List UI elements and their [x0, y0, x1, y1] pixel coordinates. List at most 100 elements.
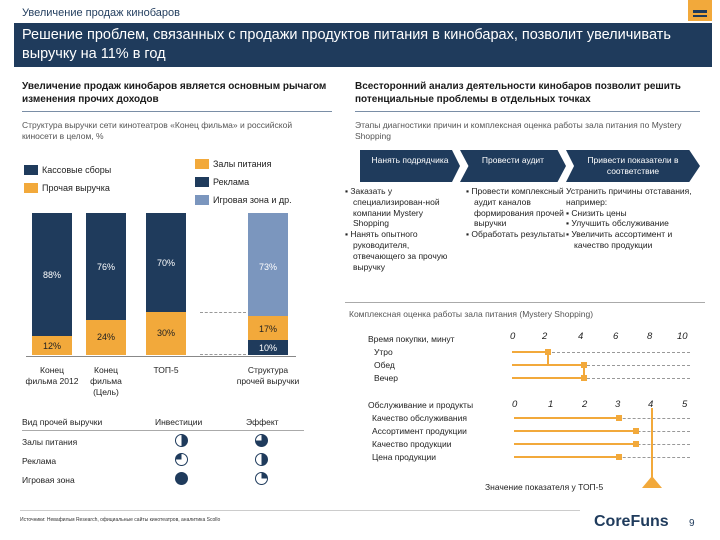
harvey-ball-half-icon — [175, 434, 188, 447]
legend-swatch-ads — [195, 177, 209, 187]
table-col-effect: Эффект — [246, 417, 279, 427]
g2-bar-service — [514, 417, 619, 419]
step-1-details: ▪ Заказать у специализирован-ной компани… — [345, 186, 448, 272]
g1-tick-8: 8 — [647, 331, 653, 342]
table-row-ads: Реклама — [22, 456, 57, 466]
category-c3: ТОП-5 — [153, 365, 179, 375]
bar-c4-ads — [248, 340, 288, 355]
step-3-bullet-3: Увеличить ассортимент и качество продукц… — [571, 229, 673, 250]
g2-marker-quality — [633, 441, 639, 447]
table-row-games: Игровая зона — [22, 475, 75, 485]
step-3-bullet-1: Снизить цены — [571, 207, 627, 218]
slide-title: Решение проблем, связанных с продажи про… — [14, 23, 712, 67]
harvey-ball-full-icon — [175, 472, 188, 485]
g2-tick-0: 0 — [512, 399, 518, 410]
label-c4-bottom: 10% — [258, 343, 277, 353]
legend-swatch-box-office — [24, 165, 38, 175]
top5-marker-icon — [642, 476, 662, 488]
table-col-invest: Инвестиции — [155, 417, 203, 427]
legend-swatch-other — [24, 183, 38, 193]
step-2-bullet-2: Обработать результаты — [471, 229, 565, 240]
g1-marker-evening — [581, 375, 587, 381]
bar-c3-box-office — [146, 213, 186, 312]
right-divider — [355, 111, 700, 112]
step-3-chevron: Привести показатели в соответствие — [566, 150, 700, 182]
source-note: Источники: Невафильм Research, официальн… — [20, 517, 221, 523]
step-3-title: Привести показатели в соответствие — [587, 155, 679, 176]
step-2-chevron: Провести аудит — [460, 150, 566, 182]
eval-title: Комплексная оценка работы зала питания (… — [349, 309, 594, 319]
bar-c1-box-office — [32, 213, 72, 336]
g2-tick-5: 5 — [682, 399, 688, 410]
g1-tick-6: 6 — [613, 331, 619, 342]
brand-logo: CoreFuns — [594, 513, 669, 530]
g2-bar-assortment — [514, 430, 636, 432]
footer-divider — [20, 510, 580, 511]
g2-tick-3: 3 — [615, 399, 621, 410]
step-2-title: Провести аудит — [481, 155, 545, 165]
step-3-bullet-2: Улучшить обслуживание — [571, 218, 669, 229]
g1-row-line-3 — [512, 378, 690, 379]
g1-tick-10: 10 — [677, 331, 688, 342]
legend-games: Игровая зона и др. — [213, 195, 292, 205]
g1-connector-2 — [583, 365, 585, 378]
legend-ads: Реклама — [213, 177, 250, 187]
g1-tick-4: 4 — [578, 331, 584, 342]
label-c4-mid: 17% — [258, 324, 277, 334]
group1-row-evening: Вечер — [374, 373, 398, 383]
chart-baseline — [26, 356, 296, 357]
legend-other-revenue: Прочая выручка — [42, 183, 110, 193]
eval-divider — [345, 302, 705, 303]
g2-marker-service — [616, 415, 622, 421]
right-heading: Всесторонний анализ деятельности кинобар… — [355, 81, 681, 105]
table-row-food: Залы питания — [22, 437, 78, 447]
g2-marker-assortment — [633, 428, 639, 434]
g1-bar-lunch — [512, 364, 584, 366]
g1-row-line-1 — [512, 352, 690, 353]
legend-box-office: Кассовые сборы — [42, 165, 112, 175]
group1-row-lunch: Обед — [374, 360, 395, 370]
g1-tick-2: 2 — [542, 331, 548, 342]
step-3-intro: Устранить причины отставания, например: — [566, 186, 692, 207]
top5-reference-line — [651, 408, 653, 478]
g1-bar-morning — [512, 351, 548, 353]
bar-c3-other — [146, 312, 186, 355]
step-2-bullet-1: Провести комплексный аудит каналов форми… — [471, 186, 564, 229]
label-c1-bottom: 12% — [42, 341, 61, 351]
step-1-bullet-2: Нанять опытного руководителя, отвечающег… — [350, 229, 448, 272]
group1-title: Время покупки, минут — [368, 334, 455, 344]
label-c3-top: 70% — [156, 258, 175, 268]
group2-row-quality: Качество продукции — [372, 439, 452, 449]
bar-c1-other — [32, 336, 72, 355]
label-c3-bottom: 30% — [156, 328, 175, 338]
g1-tick-0: 0 — [510, 331, 516, 342]
step-1-chevron: Нанять подрядчика — [360, 150, 460, 182]
g2-bar-price — [514, 456, 619, 458]
group2-row-price: Цена продукции — [372, 452, 436, 462]
corner-logo-icon — [688, 0, 712, 21]
label-c1-top: 88% — [42, 270, 61, 280]
table-divider — [22, 430, 304, 431]
group2-row-assortment: Ассортимент продукции — [372, 426, 467, 436]
g2-tick-1: 1 — [548, 399, 554, 410]
g2-tick-4: 4 — [648, 399, 654, 410]
step-2-details: ▪ Провести комплексный аудит каналов фор… — [466, 186, 565, 240]
group1-row-morning: Утро — [374, 347, 393, 357]
g2-tick-2: 2 — [582, 399, 588, 410]
group2-title: Обслуживание и продукты — [368, 400, 474, 410]
bar-c2-other — [86, 320, 126, 355]
g1-row-line-2 — [512, 365, 690, 366]
left-subtitle: Структура выручки сети кинотеатров «Коне… — [22, 120, 293, 141]
bar-c4-food — [248, 316, 288, 340]
section-label: Увеличение продаж кинобаров — [22, 7, 180, 19]
label-c2-top: 76% — [96, 262, 115, 272]
left-divider — [22, 111, 332, 112]
g1-connector-1 — [547, 352, 549, 365]
connector-line-bottom — [200, 354, 246, 355]
bar-c4-games — [248, 213, 288, 316]
legend-swatch-food — [195, 159, 209, 169]
harvey-ball-three-quarter-icon — [255, 434, 268, 447]
legend-food: Залы питания — [213, 159, 272, 169]
page-number: 9 — [689, 518, 695, 529]
step-1-title: Нанять подрядчика — [371, 155, 449, 165]
